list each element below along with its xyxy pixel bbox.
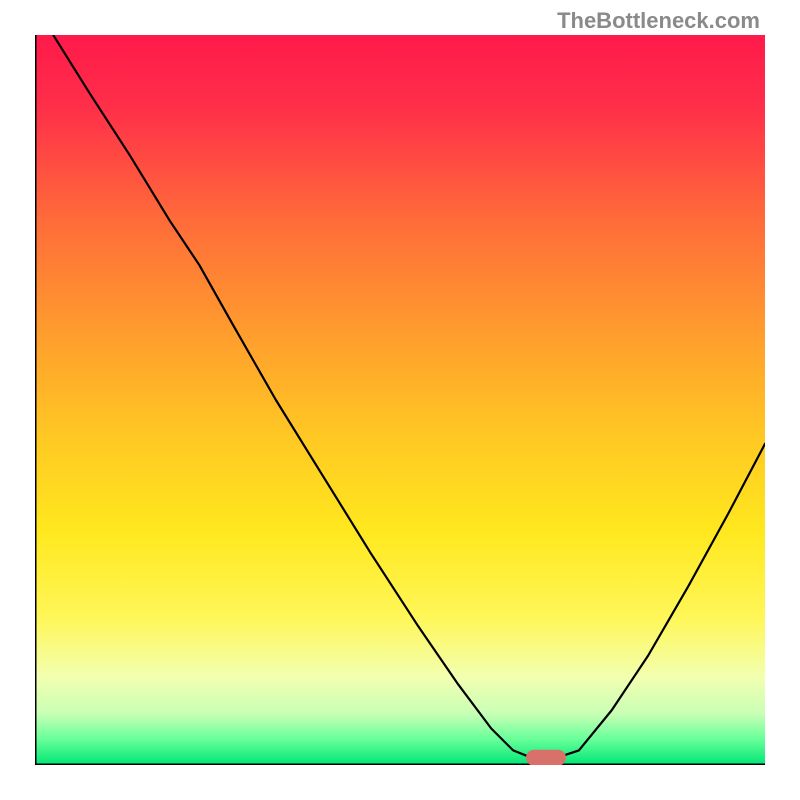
optimum-marker [526,750,566,765]
chart-container: TheBottleneck.com [0,0,800,800]
plot-area [35,35,765,765]
bottleneck-curve [53,35,765,758]
curve-layer [35,35,765,765]
watermark-text: TheBottleneck.com [557,8,760,34]
